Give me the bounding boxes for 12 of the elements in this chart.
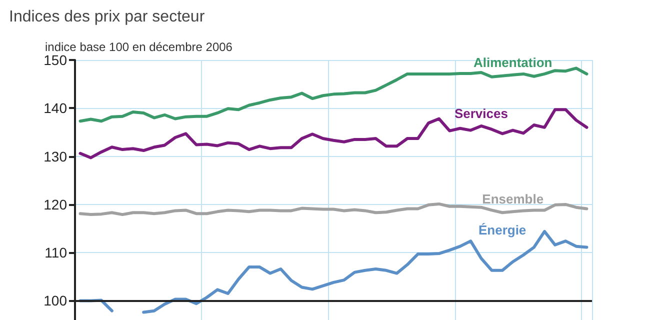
y-tick-label: 140 xyxy=(44,100,68,116)
y-tick-label: 110 xyxy=(44,244,68,261)
series-label: Services xyxy=(454,106,508,121)
series-label: Énergie xyxy=(478,222,526,238)
chart-title: Indices des prix par secteur xyxy=(9,8,206,26)
y-tick-label: 150 xyxy=(44,52,68,68)
y-tick-label: 100 xyxy=(44,292,68,309)
y-axis-title: indice base 100 en décembre 2006 xyxy=(45,40,233,54)
y-tick-label: 130 xyxy=(44,148,68,164)
series-label: Ensemble xyxy=(482,192,544,207)
y-tick-label: 120 xyxy=(44,196,68,212)
series-label: Alimentation xyxy=(474,54,552,70)
